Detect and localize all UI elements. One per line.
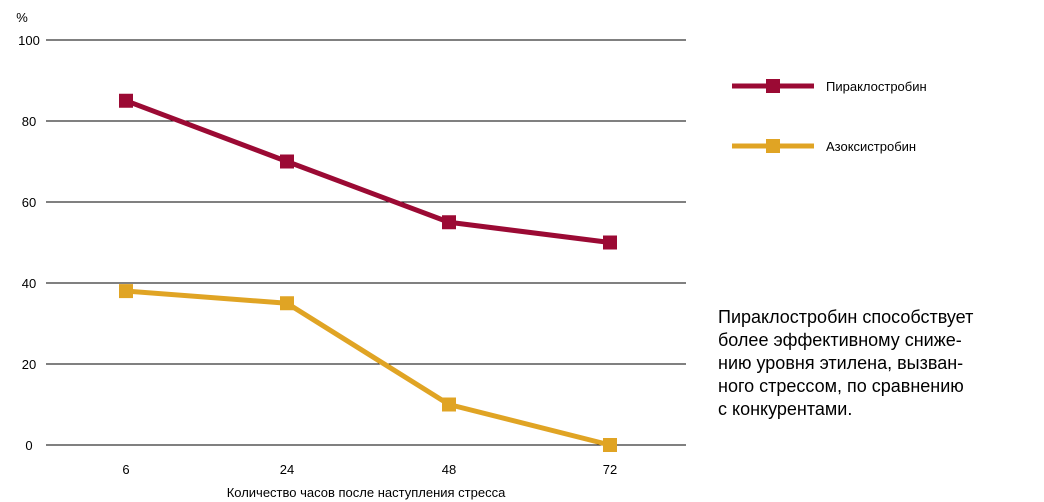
legend-label: Пираклостробин [826, 79, 927, 94]
data-point-marker [119, 284, 133, 299]
annotation-line: более эффективному сниже- [718, 330, 962, 350]
y-tick-label: 100 [18, 33, 40, 48]
series-line [125, 288, 611, 448]
y-tick-label: 40 [22, 276, 36, 291]
x-tick-label: 24 [280, 462, 294, 477]
y-axis-ticks: 0 20 40 60 80 100 [18, 33, 40, 453]
annotation-line: ного стрессом, по сравнению [718, 376, 964, 396]
series-line [125, 98, 611, 245]
legend-label: Азоксистробин [826, 139, 916, 154]
y-tick-label: 0 [25, 438, 32, 453]
legend-marker [766, 139, 780, 153]
data-point-marker [603, 438, 617, 452]
y-tick-label: 60 [22, 195, 36, 210]
annotation-line: нию уровня этилена, вызван- [718, 353, 964, 373]
legend: Пираклостробин Азоксистробин [732, 79, 927, 154]
series-group [119, 284, 617, 452]
y-tick-label: 80 [22, 114, 36, 129]
data-point-marker [442, 397, 456, 412]
legend-item: Азоксистробин [732, 139, 916, 154]
x-axis-ticks: 6 24 48 72 [122, 462, 617, 477]
data-point-marker [603, 235, 617, 250]
legend-item: Пираклостробин [732, 79, 927, 94]
x-tick-label: 6 [122, 462, 129, 477]
data-point-marker [119, 93, 133, 108]
series-lines [119, 93, 617, 452]
x-tick-label: 48 [442, 462, 456, 477]
gridlines [46, 39, 686, 446]
y-tick-label: 20 [22, 357, 36, 372]
annotation-line: Пираклостробин способствует [718, 307, 974, 327]
y-axis-unit-label: % [16, 10, 28, 25]
legend-marker [766, 79, 780, 93]
x-axis-title: Количество часов после наступления стрес… [227, 485, 506, 500]
x-tick-label: 72 [603, 462, 617, 477]
data-point-marker [280, 296, 294, 311]
data-point-marker [280, 154, 294, 169]
chart-annotation: Пираклостробин способствует более эффект… [718, 306, 1038, 421]
annotation-line: с конкурентами. [718, 399, 853, 419]
series-group [119, 93, 617, 250]
data-point-marker [442, 215, 456, 230]
